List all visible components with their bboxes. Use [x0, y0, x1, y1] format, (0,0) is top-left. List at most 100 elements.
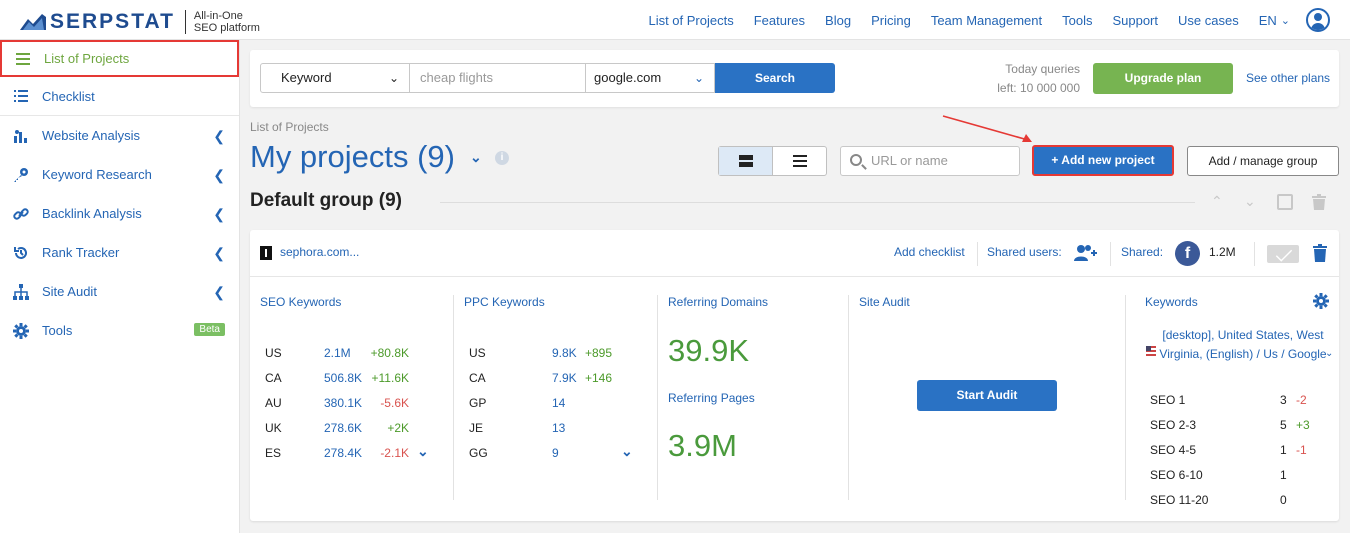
- language-label: EN: [1258, 12, 1277, 28]
- serpstat-logo[interactable]: SERPSTAT All-in-One SEO platform: [20, 10, 260, 34]
- chevron-up-icon[interactable]: ⌃: [1211, 193, 1223, 209]
- search-query-input[interactable]: cheap flights: [409, 63, 586, 93]
- trash-icon[interactable]: [1312, 194, 1326, 210]
- sidebar-item-tools[interactable]: Tools Beta: [0, 311, 239, 350]
- search-type-select[interactable]: Keyword ⌄: [260, 63, 410, 93]
- search-panel: Keyword ⌄ cheap flights google.com ⌄ Sea…: [250, 50, 1339, 107]
- nav-support[interactable]: Support: [1112, 12, 1159, 28]
- collapse-icon[interactable]: [1277, 194, 1293, 210]
- see-other-plans-link[interactable]: See other plans: [1246, 71, 1331, 85]
- gear-icon: [12, 322, 30, 340]
- project-card-header: sephora.com... Add checklist Shared user…: [250, 230, 1339, 277]
- position-range: SEO 6-10: [1150, 468, 1203, 482]
- sidebar-item-site-audit[interactable]: Site Audit ❮: [0, 272, 239, 311]
- keyword-count[interactable]: 13: [552, 421, 566, 435]
- keyword-delta: -2.1K: [380, 446, 409, 460]
- sidebar-item-backlink-analysis[interactable]: Backlink Analysis ❮: [0, 194, 239, 233]
- sidebar-item-website-analysis[interactable]: Website Analysis ❮: [0, 116, 239, 155]
- sidebar-item-list-of-projects[interactable]: List of Projects: [0, 40, 239, 77]
- list-view-button[interactable]: [773, 147, 826, 175]
- search-engine-select[interactable]: google.com ⌄: [585, 63, 715, 93]
- logo-mark-icon: [20, 14, 46, 30]
- search-button[interactable]: Search: [715, 63, 835, 93]
- keyword-count[interactable]: 380.1K: [324, 396, 363, 410]
- sidebar-item-keyword-research[interactable]: Keyword Research ❮: [0, 155, 239, 194]
- column-divider: [1125, 295, 1126, 500]
- position-delta: -2: [1296, 393, 1307, 407]
- sidebar-item-checklist[interactable]: Checklist: [0, 77, 239, 116]
- referring-domains-value[interactable]: 39.9K: [668, 333, 750, 368]
- ppc-keywords-title[interactable]: PPC Keywords: [464, 295, 545, 309]
- email-icon[interactable]: [1267, 245, 1299, 263]
- info-icon[interactable]: i: [495, 151, 509, 165]
- keyword-count[interactable]: 278.4K: [324, 446, 363, 460]
- seo-keywords-title[interactable]: SEO Keywords: [260, 295, 342, 309]
- add-new-project-button[interactable]: + Add new project: [1032, 145, 1174, 176]
- keyword-count[interactable]: 278.6K: [324, 421, 363, 435]
- user-avatar-icon[interactable]: [1306, 8, 1330, 32]
- project-card: sephora.com... Add checklist Shared user…: [250, 230, 1339, 521]
- keyword-count[interactable]: 7.9K: [552, 371, 577, 385]
- queries-label: Today queries: [1005, 62, 1080, 76]
- nav-tools[interactable]: Tools: [1062, 12, 1093, 28]
- history-icon: [12, 244, 30, 262]
- top-bar: SERPSTAT All-in-One SEO platform List of…: [0, 0, 1350, 40]
- logo-tagline: All-in-One SEO platform: [194, 10, 260, 34]
- nav-blog[interactable]: Blog: [825, 12, 852, 28]
- facebook-icon[interactable]: f: [1175, 241, 1200, 266]
- country-code: CA: [265, 371, 282, 385]
- chevron-down-icon[interactable]: ⌄: [470, 149, 482, 165]
- keyword-count[interactable]: 506.8K: [324, 371, 363, 385]
- project-domain-link[interactable]: sephora.com...: [280, 245, 360, 259]
- language-selector[interactable]: EN ⌄: [1259, 13, 1290, 28]
- sidebar-item-label: Backlink Analysis: [42, 206, 142, 221]
- keyword-count[interactable]: 9.8K: [552, 346, 577, 360]
- table-row: CA 506.8K +11.6K: [265, 368, 435, 388]
- chevron-down-icon[interactable]: ⌄: [417, 443, 429, 459]
- referring-domains-title[interactable]: Referring Domains: [668, 295, 769, 309]
- chevron-down-icon[interactable]: ⌄: [621, 443, 633, 459]
- site-audit-column: Site Audit: [859, 277, 1119, 521]
- referring-pages-value[interactable]: 3.9M: [668, 428, 737, 463]
- chevron-down-icon[interactable]: ⌄: [1244, 193, 1256, 209]
- position-range: SEO 1: [1150, 393, 1186, 407]
- settings-gear-icon[interactable]: [1313, 293, 1329, 309]
- shared-users-label: Shared users:: [987, 245, 1062, 259]
- card-view-button[interactable]: [719, 147, 773, 175]
- nav-features[interactable]: Features: [753, 12, 806, 28]
- add-manage-group-button[interactable]: Add / manage group: [1187, 146, 1339, 176]
- referring-pages-title[interactable]: Referring Pages: [668, 391, 755, 405]
- upgrade-plan-button[interactable]: Upgrade plan: [1093, 63, 1233, 94]
- nav-list-of-projects[interactable]: List of Projects: [648, 12, 734, 28]
- keyword-count[interactable]: 14: [552, 396, 566, 410]
- country-code: CA: [469, 371, 486, 385]
- add-user-icon[interactable]: [1074, 243, 1098, 263]
- hamburger-icon: [14, 50, 32, 68]
- page-title: My projects (9): [250, 139, 455, 174]
- annotation-arrow: [942, 115, 1032, 142]
- queries-left: left: 10 000 000: [997, 81, 1080, 95]
- sidebar-item-rank-tracker[interactable]: Rank Tracker ❮: [0, 233, 239, 272]
- trash-icon[interactable]: [1313, 244, 1327, 262]
- breadcrumb[interactable]: List of Projects: [250, 120, 329, 134]
- search-engine-value: google.com: [594, 70, 662, 85]
- nav-pricing[interactable]: Pricing: [871, 12, 911, 28]
- keywords-title[interactable]: Keywords: [1145, 295, 1198, 309]
- group-title: Default group (9): [250, 190, 402, 211]
- logo-text: SERPSTAT: [50, 10, 175, 33]
- keyword-count[interactable]: 2.1M: [324, 346, 351, 360]
- table-row: GP 14: [469, 393, 639, 413]
- chevron-left-icon: ❮: [213, 284, 225, 300]
- ppc-keywords-column: PPC Keywords US 9.8K +895 CA 7.9K +146 G…: [464, 277, 654, 521]
- nav-use-cases[interactable]: Use cases: [1178, 12, 1239, 28]
- nav-team-management[interactable]: Team Management: [930, 12, 1043, 28]
- add-checklist-link[interactable]: Add checklist: [894, 245, 965, 259]
- site-audit-title[interactable]: Site Audit: [859, 295, 910, 309]
- keyword-delta: +2K: [387, 421, 409, 435]
- search-type-value: Keyword: [281, 70, 332, 85]
- chevron-down-icon[interactable]: ⌄: [1325, 348, 1334, 359]
- url-search-input[interactable]: URL or name: [840, 146, 1020, 176]
- keyword-count[interactable]: 9: [552, 446, 559, 460]
- region-selector[interactable]: [desktop], United States, West Virginia,…: [1159, 328, 1327, 361]
- start-audit-button[interactable]: Start Audit: [917, 380, 1057, 411]
